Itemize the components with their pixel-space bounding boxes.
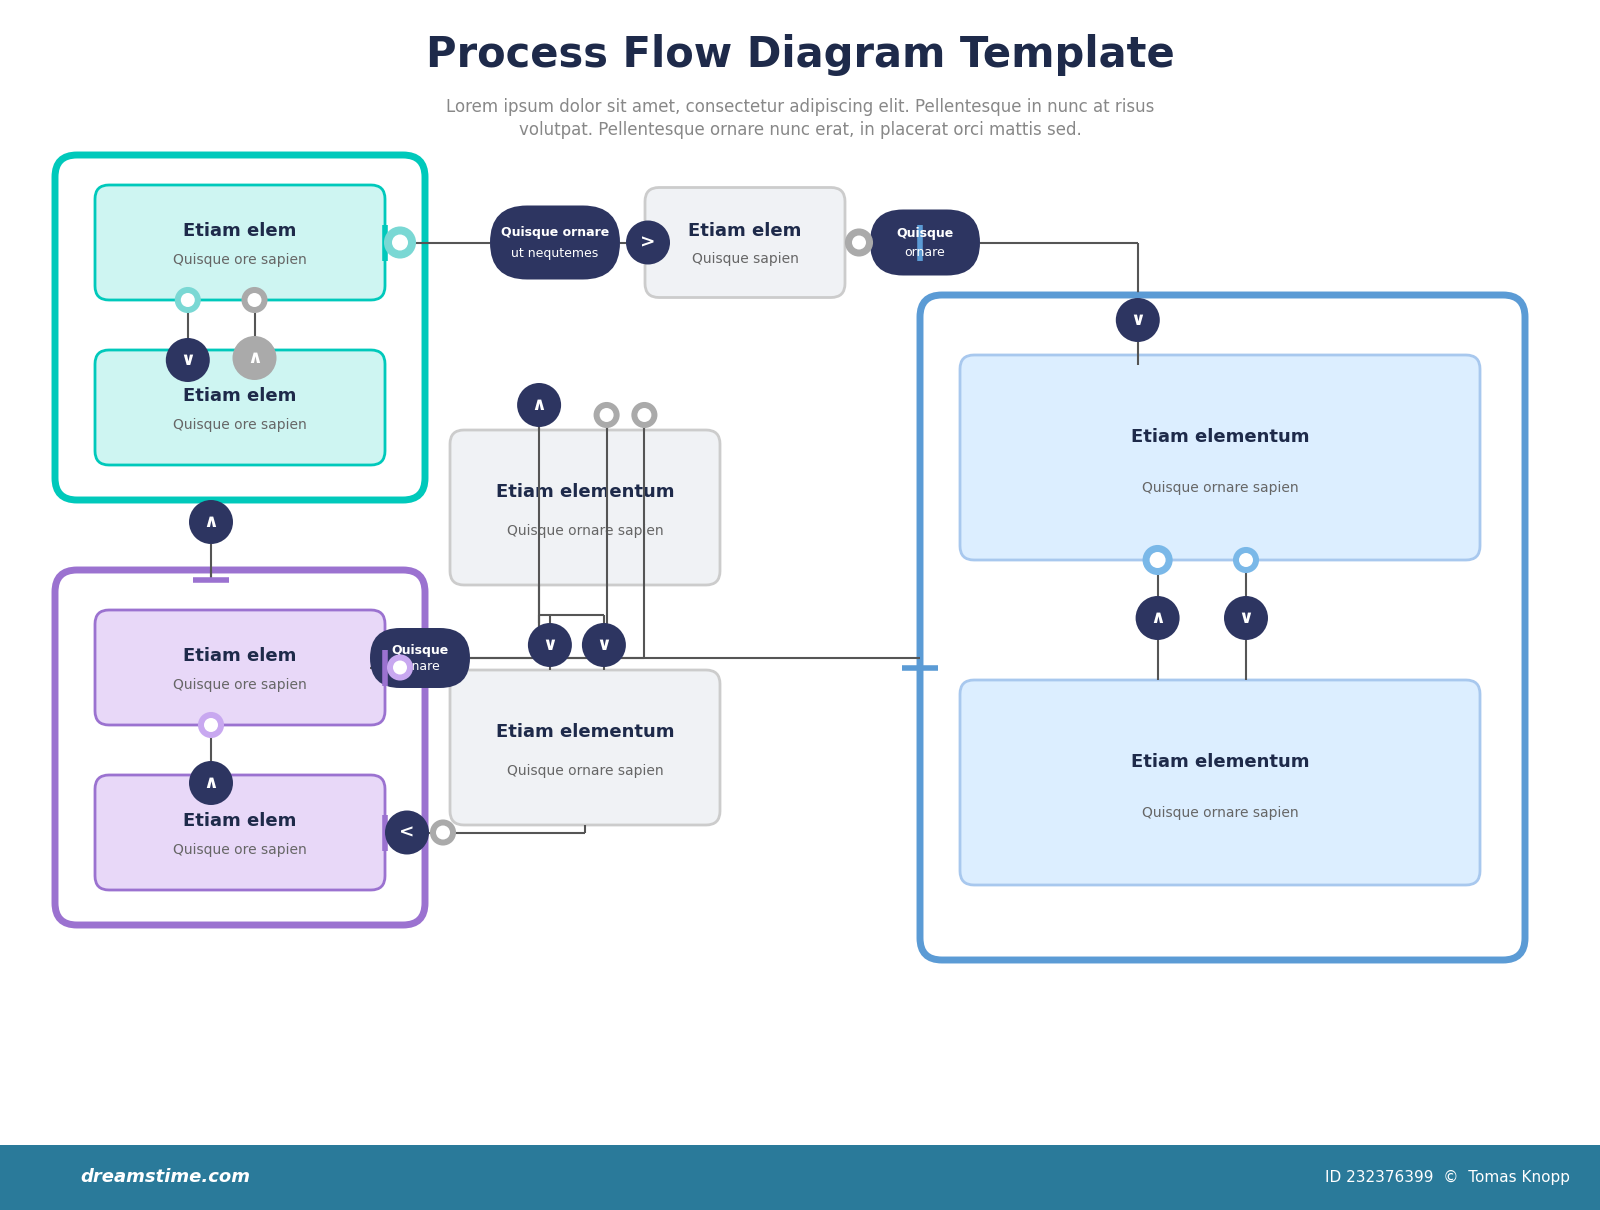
FancyBboxPatch shape <box>960 680 1480 885</box>
Circle shape <box>387 656 413 680</box>
Text: ∧: ∧ <box>246 348 262 367</box>
Text: Etiam elementum: Etiam elementum <box>496 724 674 741</box>
Text: Etiam elem: Etiam elem <box>184 221 296 240</box>
Circle shape <box>394 661 406 674</box>
Text: ∨: ∨ <box>1130 311 1146 329</box>
Text: Quisque: Quisque <box>896 227 954 241</box>
FancyBboxPatch shape <box>450 430 720 584</box>
Text: Etiam elementum: Etiam elementum <box>1131 428 1309 446</box>
Text: ID 232376399  ©  Tomas Knopp: ID 232376399 © Tomas Knopp <box>1325 1170 1570 1185</box>
Circle shape <box>637 408 651 422</box>
Circle shape <box>517 384 562 427</box>
Text: Etiam elementum: Etiam elementum <box>496 483 674 501</box>
Circle shape <box>205 718 218 732</box>
Text: Quisque: Quisque <box>392 644 448 657</box>
Text: Quisque ornare sapien: Quisque ornare sapien <box>507 764 664 778</box>
Text: ∨: ∨ <box>542 636 557 653</box>
Text: ∧: ∧ <box>531 396 547 414</box>
Text: ornare: ornare <box>400 661 440 674</box>
Circle shape <box>166 338 210 382</box>
Circle shape <box>232 336 277 380</box>
Circle shape <box>176 288 200 312</box>
Circle shape <box>181 293 195 307</box>
Text: Quisque sapien: Quisque sapien <box>691 252 798 266</box>
FancyBboxPatch shape <box>94 185 386 300</box>
Circle shape <box>1144 546 1171 574</box>
Text: Quisque ornare sapien: Quisque ornare sapien <box>507 524 664 537</box>
Text: <: < <box>400 824 414 841</box>
Text: Quisque ore sapien: Quisque ore sapien <box>173 253 307 266</box>
FancyBboxPatch shape <box>94 610 386 725</box>
Circle shape <box>248 293 261 307</box>
Text: ∧: ∧ <box>203 513 219 531</box>
Text: volutpat. Pellentesque ornare nunc erat, in placerat orci mattis sed.: volutpat. Pellentesque ornare nunc erat,… <box>518 121 1082 139</box>
FancyBboxPatch shape <box>920 295 1525 960</box>
Circle shape <box>189 761 234 805</box>
Circle shape <box>846 230 872 255</box>
FancyBboxPatch shape <box>450 670 720 825</box>
Circle shape <box>851 236 866 249</box>
Circle shape <box>595 403 619 427</box>
Circle shape <box>1238 553 1253 567</box>
Text: Etiam elementum: Etiam elementum <box>1131 753 1309 771</box>
FancyBboxPatch shape <box>870 209 979 276</box>
Text: ∧: ∧ <box>1150 609 1165 627</box>
Circle shape <box>189 500 234 544</box>
Circle shape <box>1136 597 1179 640</box>
Circle shape <box>1234 548 1258 572</box>
FancyBboxPatch shape <box>645 188 845 298</box>
Circle shape <box>632 403 656 427</box>
Circle shape <box>1115 298 1160 342</box>
Text: Quisque ore sapien: Quisque ore sapien <box>173 842 307 857</box>
Text: Quisque ornare: Quisque ornare <box>501 226 610 240</box>
Text: ∨: ∨ <box>181 351 195 369</box>
FancyBboxPatch shape <box>94 774 386 891</box>
Text: Lorem ipsum dolor sit amet, consectetur adipiscing elit. Pellentesque in nunc at: Lorem ipsum dolor sit amet, consectetur … <box>446 98 1154 116</box>
Circle shape <box>392 235 408 250</box>
Circle shape <box>1224 597 1267 640</box>
Text: ornare: ornare <box>904 246 946 259</box>
FancyBboxPatch shape <box>490 206 621 280</box>
Bar <box>0 1145 1600 1210</box>
Circle shape <box>243 288 267 312</box>
Circle shape <box>435 825 450 840</box>
Text: Quisque ornare sapien: Quisque ornare sapien <box>1142 482 1298 495</box>
Text: Etiam elem: Etiam elem <box>184 812 296 830</box>
Text: dreamstime.com: dreamstime.com <box>80 1169 250 1187</box>
FancyBboxPatch shape <box>960 355 1480 560</box>
Circle shape <box>386 227 414 258</box>
Circle shape <box>198 713 222 737</box>
Text: Quisque ore sapien: Quisque ore sapien <box>173 678 307 692</box>
Text: ∨: ∨ <box>597 636 611 653</box>
Text: Process Flow Diagram Template: Process Flow Diagram Template <box>426 34 1174 76</box>
Circle shape <box>430 820 454 845</box>
FancyBboxPatch shape <box>370 628 470 688</box>
Text: ∨: ∨ <box>1238 609 1253 627</box>
Text: >: > <box>640 234 656 252</box>
Text: Etiam elem: Etiam elem <box>184 647 296 666</box>
Text: Quisque ore sapien: Quisque ore sapien <box>173 417 307 432</box>
Text: ut nequtemes: ut nequtemes <box>512 247 598 260</box>
FancyBboxPatch shape <box>54 155 426 500</box>
Circle shape <box>1149 552 1165 567</box>
Text: Quisque ornare sapien: Quisque ornare sapien <box>1142 806 1298 820</box>
Text: ∧: ∧ <box>203 774 219 793</box>
FancyBboxPatch shape <box>94 350 386 465</box>
Circle shape <box>582 623 626 667</box>
FancyBboxPatch shape <box>54 570 426 924</box>
Text: Etiam elem: Etiam elem <box>184 387 296 405</box>
Circle shape <box>600 408 614 422</box>
Circle shape <box>528 623 571 667</box>
Text: Etiam elem: Etiam elem <box>688 223 802 241</box>
Circle shape <box>626 220 670 265</box>
Circle shape <box>386 811 429 854</box>
